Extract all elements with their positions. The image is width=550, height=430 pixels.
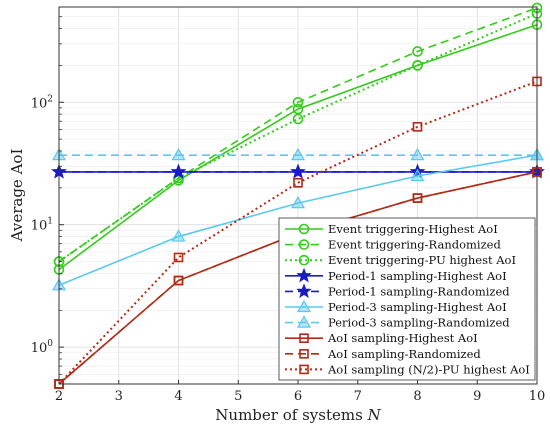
circle-marker [298,223,310,235]
star-marker [170,163,187,179]
square-marker [299,364,309,375]
x-tick-label: 2 [55,389,63,404]
legend: Event triggering-Highest AoI Event trigge… [278,217,536,381]
series-line [58,154,538,287]
legend-item: Period-1 sampling-Highest AoI [285,267,507,283]
y-tick-label: 101 [31,217,53,234]
series-line [58,23,538,271]
x-tick-label: 6 [294,389,302,404]
legend-item: AoI sampling-Highest AoI [285,331,478,345]
legend-label: Event triggering-Highest AoI [328,222,498,236]
square-marker [299,348,309,359]
legend-label: AoI sampling-Randomized [327,347,481,361]
legend-label: Period-3 sampling-Highest AoI [328,300,507,314]
legend-label: Event triggering-Randomized [328,238,501,252]
circle-marker [292,113,304,125]
x-axis-label: Number of systems N [215,406,381,424]
x-tick-label: 3 [115,389,123,404]
legend-label: Event triggering-PU highest AoI [328,253,516,267]
star-marker [290,163,306,179]
y-tick-label: 102 [31,94,53,111]
x-tick-label: 5 [234,389,242,404]
triangle-marker [171,147,186,161]
legend-item: AoI sampling (N/2)-PU highest AoI [285,362,530,376]
circle-marker [298,239,310,250]
axis-ticks: 2 3 4 5 6 7 8 9 10 100 101 102 [31,6,546,404]
star-marker [296,283,312,298]
x-tick-label: 10 [529,389,546,404]
legend-label: AoI sampling (N/2)-PU highest AoI [327,362,530,376]
square-marker [412,122,423,132]
legend-item: Period-3 sampling-Randomized [285,315,510,330]
square-marker [173,275,184,286]
legend-label: Period-3 sampling-Randomized [328,316,510,330]
star-marker [409,163,426,179]
circle-marker [292,96,304,108]
legend-item: Period-3 sampling-Highest AoI [285,299,507,314]
x-tick-label: 4 [174,389,182,404]
legend-item: Period-1 sampling-Randomized [285,283,510,298]
circle-marker [412,60,423,71]
circle-marker [412,46,423,57]
triangle-marker [296,299,312,313]
legend-label: Period-1 sampling-Highest AoI [328,269,507,283]
legend-item: Event triggering-Highest AoI [285,222,498,236]
triangle-marker [296,315,312,328]
square-marker [173,252,184,263]
x-tick-label: 9 [473,389,481,404]
legend-item: AoI sampling-Randomized [285,347,481,361]
legend-box [278,217,536,381]
y-axis-label: Average AoI [8,149,26,243]
triangle-marker [171,229,186,242]
square-marker [293,177,303,188]
triangle-marker [290,147,306,161]
circle-marker [298,254,310,266]
triangle-marker [290,195,306,209]
series-line [58,7,538,263]
legend-label: AoI sampling-Highest AoI [327,331,478,345]
x-tick-label: 8 [413,389,421,404]
x-tick-label: 7 [354,389,362,404]
square-marker [412,193,423,203]
square-marker [299,333,309,344]
series-line [58,80,538,385]
y-tick-label: 100 [31,339,54,356]
triangle-marker [410,168,425,182]
circle-marker [292,103,304,115]
legend-item: Event triggering-PU highest AoI [285,253,516,267]
legend-item: Event triggering-Randomized [285,238,501,252]
star-marker [296,267,312,283]
legend-label: Period-1 sampling-Randomized [328,284,510,298]
triangle-marker [410,147,425,161]
